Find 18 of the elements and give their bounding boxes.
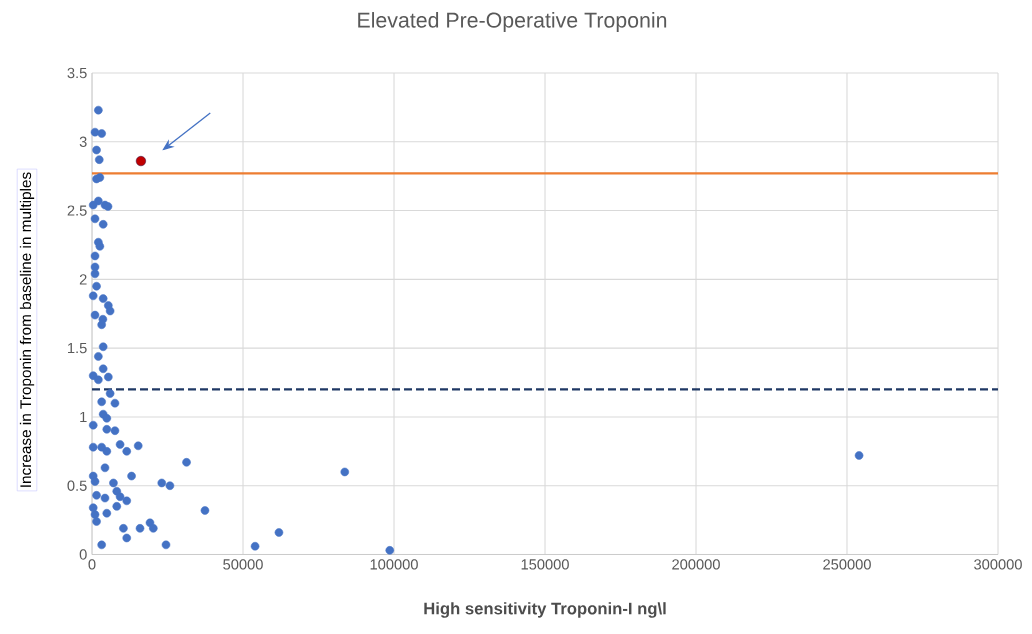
x-axis-title: High sensitivity Troponin-I ng\l: [424, 602, 666, 618]
x-tick-label: 250000: [823, 559, 871, 570]
chart-title: Elevated Pre-Operative Troponin: [358, 12, 667, 32]
x-tick-label: 50000: [223, 559, 263, 570]
y-tick-label: 0.5: [67, 480, 87, 491]
y-tick-label: 2.5: [67, 205, 87, 216]
y-tick-label: 3: [79, 136, 87, 147]
x-tick-label: 150000: [521, 559, 569, 570]
y-tick-label: 2: [79, 274, 87, 285]
y-axis-title: Increase in Troponin from baseline in multiples: [19, 172, 35, 487]
y-tick-label: 0: [79, 549, 87, 560]
y-tick-label: 3.5: [67, 67, 87, 79]
x-tick-label: 300000: [974, 559, 1022, 570]
y-tick-label: 1.5: [68, 343, 87, 354]
x-tick-label: 100000: [370, 559, 418, 570]
x-tick-label: 0: [88, 559, 96, 570]
x-tick-label: 200000: [672, 559, 720, 570]
y-tick-label: 1: [80, 411, 87, 422]
